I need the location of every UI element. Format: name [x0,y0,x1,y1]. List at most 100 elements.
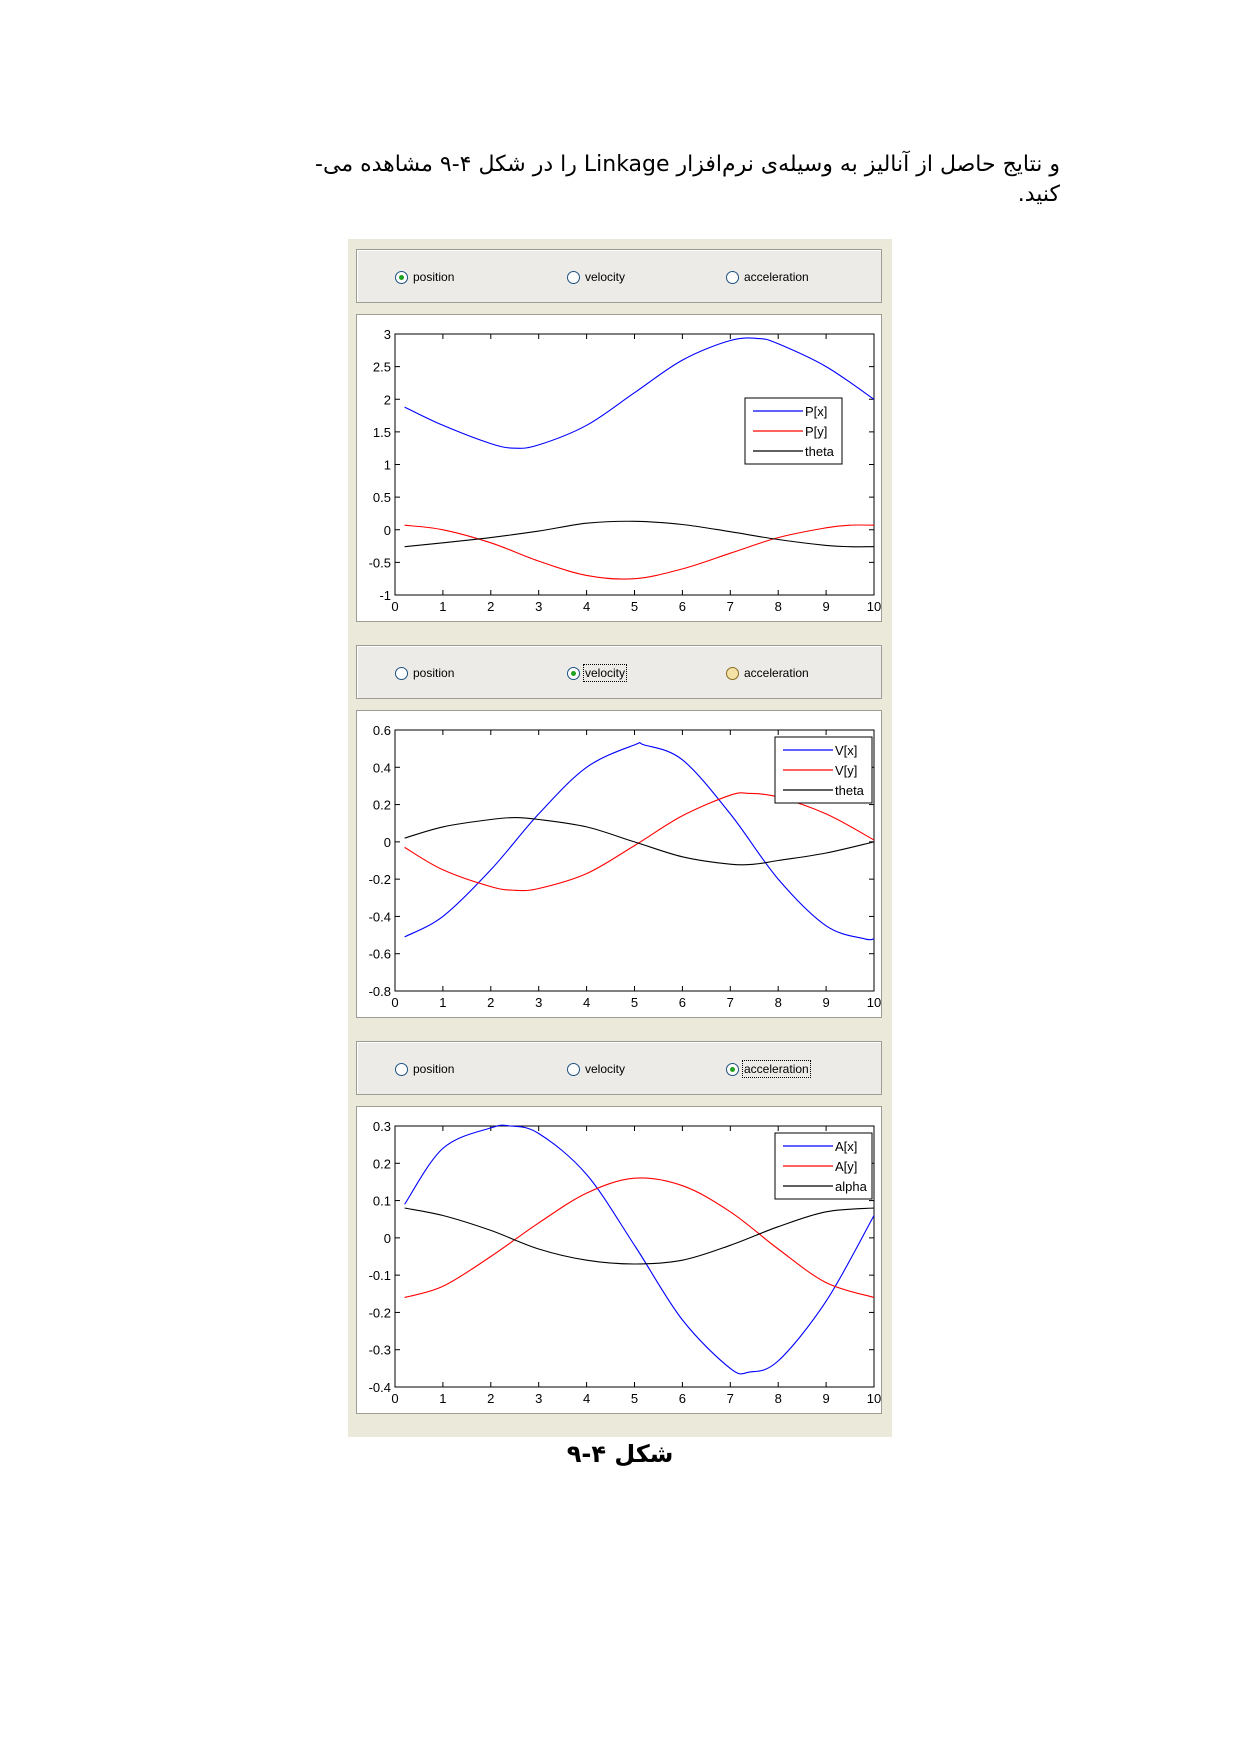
radio-acceleration[interactable]: acceleration [726,269,809,285]
radio-position[interactable]: position [395,665,454,681]
x-tick-label: 4 [583,995,590,1010]
y-tick-label: 0.6 [373,723,391,738]
x-tick-label: 6 [679,599,686,614]
series-line-theta [404,817,875,866]
radio-unchecked-icon[interactable] [567,270,580,284]
y-tick-label: 1.5 [373,425,391,440]
y-tick-label: -0.2 [369,872,391,887]
legend-label: A[y] [835,1159,857,1174]
y-tick-label: 0.4 [373,760,391,775]
x-tick-label: 8 [775,995,782,1010]
x-tick-label: 2 [487,995,494,1010]
radio-acceleration[interactable]: acceleration [726,665,809,681]
radio-checked-icon[interactable] [395,270,408,284]
x-tick-label: 1 [439,995,446,1010]
radio-panel-3: position velocity acceleration [356,1041,882,1095]
radio-panel-2: position velocity acceleration [356,645,882,699]
series-line-P[y] [404,524,875,580]
legend-label: V[x] [835,743,857,758]
y-tick-label: 0.5 [373,490,391,505]
radio-checked-icon[interactable] [726,1062,739,1076]
chart-svg: 0 1 2 3 4 5 6 7 8 9 10 3 2.5 2 1.5 1 0.5 0 -0.5 -1 P[x] P[y] t… [369,327,882,614]
radio-velocity[interactable]: velocity [567,269,625,285]
radio-velocity[interactable]: velocity [567,664,628,682]
x-tick-label: 7 [727,1391,734,1406]
x-tick-label: 4 [583,599,590,614]
x-tick-label: 2 [487,599,494,614]
radio-unchecked-icon[interactable] [395,666,408,680]
legend-label: P[x] [805,404,827,419]
series-line-A[y] [404,1177,875,1299]
x-tick-label: 2 [487,1391,494,1406]
series-line-A[x] [404,1124,875,1375]
legend-label: alpha [835,1179,868,1194]
plot-panel-2: 0 1 2 3 4 5 6 7 8 9 10 0.6 0.4 0.2 0 -0.2 -0.4 -0.6 -0.8 V[… [356,710,882,1018]
x-tick-label: 10 [867,995,881,1010]
y-tick-label: -1 [379,588,391,603]
y-tick-label: -0.5 [369,555,391,570]
plot-panel-3: 0 1 2 3 4 5 6 7 8 9 10 0.3 0.2 0.1 0 -0.1 -0.2 -0.3 -0.4 A[… [356,1106,882,1414]
x-tick-label: 9 [822,599,829,614]
x-tick-label: 10 [867,599,881,614]
y-tick-label: 0.1 [373,1194,391,1209]
y-tick-label: -0.2 [369,1305,391,1320]
y-tick-label: -0.8 [369,984,391,999]
radio-label: position [413,666,455,680]
intro-line-2: کنید. [1017,182,1060,207]
chart-svg: 0 1 2 3 4 5 6 7 8 9 10 0.3 0.2 0.1 0 -0.1 -0.2 -0.3 -0.4 A[… [369,1119,882,1406]
legend-label: V[y] [835,763,857,778]
y-tick-label: 0 [384,835,391,850]
radio-unchecked-icon[interactable] [567,1062,580,1076]
intro-line-1: و نتایج حاصل از آنالیز به وسیله‌ی نرم‌اف… [315,152,1060,177]
legend-label: theta [835,783,865,798]
x-tick-label: 8 [775,599,782,614]
legend-label: theta [805,444,835,459]
series-line-P[x] [404,337,875,449]
x-tick-label: 8 [775,1391,782,1406]
x-tick-label: 1 [439,599,446,614]
figure-caption: شکل ۴-۹ [566,1440,674,1468]
radio-label: acceleration [744,270,809,284]
radio-acceleration[interactable]: acceleration [726,1060,811,1078]
x-tick-label: 10 [867,1391,881,1406]
y-tick-label: 2 [384,392,391,407]
series-line-theta [404,520,875,548]
radio-unchecked-icon[interactable] [726,270,739,284]
radio-label: position [413,270,455,284]
radio-checked-icon[interactable] [567,666,580,680]
x-tick-label: 0 [391,1391,398,1406]
y-tick-label: 0.2 [373,798,391,813]
series-line-V[x] [404,742,875,941]
intro-paragraph: و نتایج حاصل از آنالیز به وسیله‌ی نرم‌اف… [215,150,1060,210]
radio-label: acceleration [744,666,809,680]
x-tick-label: 3 [535,995,542,1010]
x-tick-label: 6 [679,995,686,1010]
x-tick-label: 5 [631,995,638,1010]
legend-label: P[y] [805,424,827,439]
y-tick-label: -0.4 [369,909,391,924]
y-tick-label: -0.4 [369,1380,391,1395]
radio-label: velocity [582,664,628,682]
x-tick-label: 4 [583,1391,590,1406]
x-tick-label: 3 [535,599,542,614]
y-tick-label: 2.5 [373,360,391,375]
y-tick-label: 3 [384,327,391,342]
x-tick-label: 6 [679,1391,686,1406]
x-tick-label: 3 [535,1391,542,1406]
x-tick-label: 5 [631,1391,638,1406]
y-tick-label: -0.6 [369,947,391,962]
radio-position[interactable]: position [395,269,454,285]
y-tick-label: 0.3 [373,1119,391,1134]
x-tick-label: 7 [727,995,734,1010]
radio-unchecked-icon[interactable] [726,666,739,680]
y-tick-label: 0 [384,523,391,538]
radio-position[interactable]: position [395,1061,454,1077]
radio-velocity[interactable]: velocity [567,1061,625,1077]
y-tick-label: -0.1 [369,1268,391,1283]
radio-label: acceleration [742,1060,811,1078]
radio-unchecked-icon[interactable] [395,1062,408,1076]
chart-svg: 0 1 2 3 4 5 6 7 8 9 10 0.6 0.4 0.2 0 -0.2 -0.4 -0.6 -0.8 V[… [369,723,882,1010]
y-tick-label: 1 [384,458,391,473]
legend-label: A[x] [835,1139,857,1154]
y-tick-label: 0 [384,1231,391,1246]
